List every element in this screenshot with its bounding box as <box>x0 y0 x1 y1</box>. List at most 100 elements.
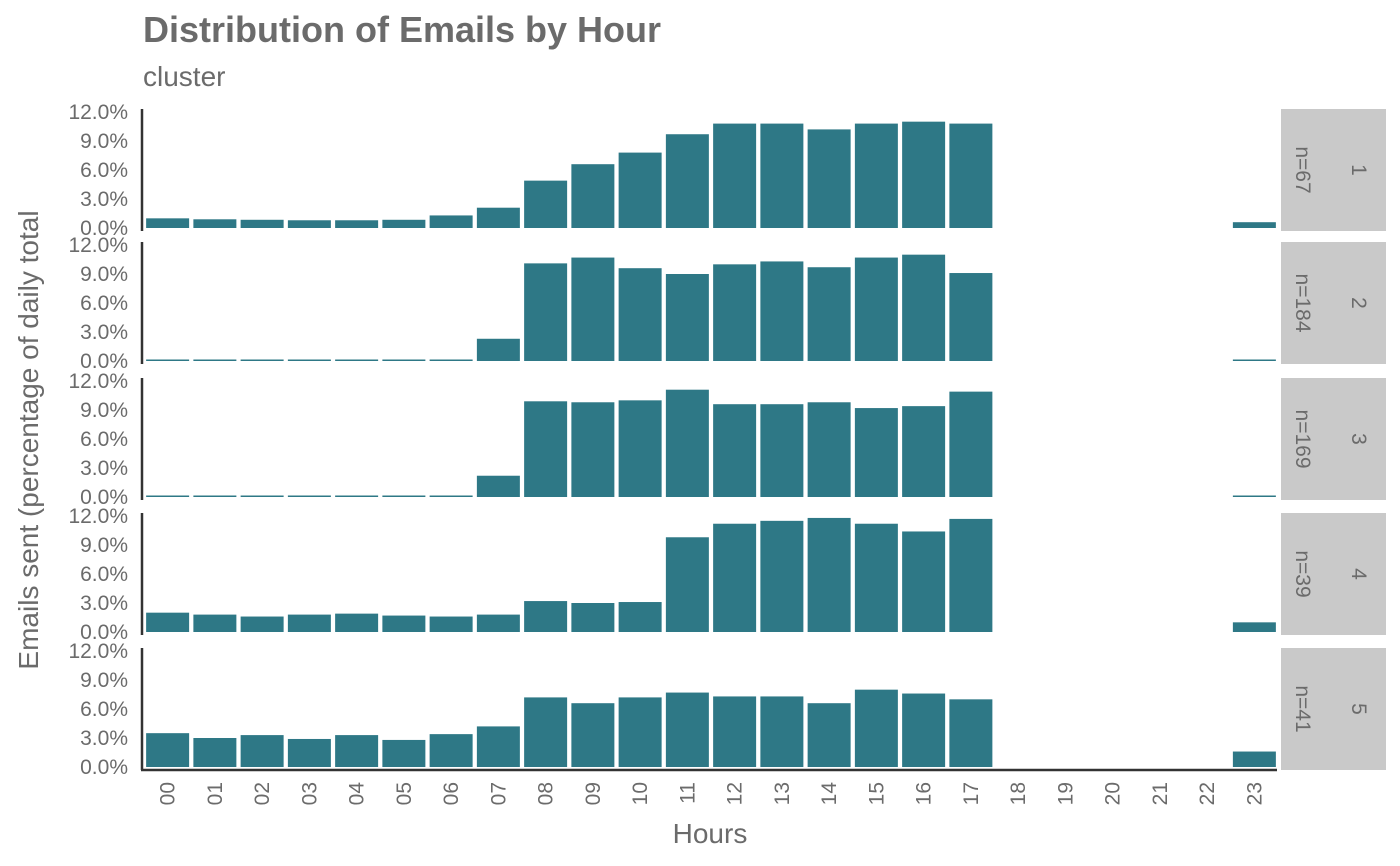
bar-cluster-4-hour-10 <box>618 602 662 632</box>
y-tick-label: 3.0% <box>80 457 128 480</box>
bar-cluster-2-hour-08 <box>524 263 568 361</box>
bar-cluster-3-hour-04 <box>335 495 379 497</box>
x-tick-label: 18 <box>1007 782 1030 805</box>
facet-strip-cluster-label: 4 <box>1347 568 1370 580</box>
bar-cluster-4-hour-15 <box>854 523 898 632</box>
x-tick-label: 06 <box>440 782 463 805</box>
bar-cluster-5-hour-17 <box>949 699 993 767</box>
bar-cluster-5-hour-05 <box>382 739 426 767</box>
x-tick-label: 21 <box>1149 782 1172 805</box>
bar-cluster-1-hour-15 <box>854 123 898 228</box>
facet-strip-cluster-label: 1 <box>1347 164 1370 176</box>
bar-cluster-3-hour-03 <box>287 495 331 497</box>
bar-cluster-3-hour-02 <box>240 495 284 497</box>
bar-cluster-1-hour-17 <box>949 123 993 228</box>
x-tick-label: 09 <box>582 782 605 805</box>
bar-cluster-1-hour-12 <box>713 123 757 228</box>
chart-subtitle: cluster <box>143 61 225 92</box>
bar-cluster-3-hour-05 <box>382 495 426 497</box>
facet-strip-count-label: n=67 <box>1291 146 1314 193</box>
y-tick-label: 3.0% <box>80 592 128 615</box>
bar-cluster-2-hour-13 <box>760 261 804 361</box>
y-tick-label: 0.0% <box>80 621 128 644</box>
bar-cluster-3-hour-10 <box>618 400 662 497</box>
bar-cluster-2-hour-15 <box>854 257 898 361</box>
y-tick-label: 3.0% <box>80 321 128 344</box>
bar-cluster-1-hour-05 <box>382 219 426 228</box>
facet-strip-count-label: n=184 <box>1291 274 1314 333</box>
bar-cluster-4-hour-07 <box>476 614 520 632</box>
x-tick-label: 14 <box>818 782 841 806</box>
bar-cluster-1-hour-02 <box>240 219 284 228</box>
x-tick-label: 00 <box>157 782 180 805</box>
y-tick-label: 6.0% <box>80 563 128 586</box>
y-tick-label: 3.0% <box>80 188 128 211</box>
bar-cluster-2-hour-02 <box>240 359 284 361</box>
x-tick-label: 16 <box>913 782 936 805</box>
bar-cluster-4-hour-17 <box>949 518 993 632</box>
bar-cluster-5-hour-10 <box>618 697 662 767</box>
y-tick-label: 6.0% <box>80 292 128 315</box>
bar-cluster-4-hour-03 <box>287 614 331 632</box>
x-tick-label: 03 <box>298 782 321 805</box>
bar-cluster-3-hour-17 <box>949 391 993 497</box>
y-tick-label: 3.0% <box>80 727 128 750</box>
y-tick-label: 6.0% <box>80 159 128 182</box>
facet-panels: 0.0% 3.0% 6.0% 9.0% 12.0% 1 n=67 0.0% 3.0% 6.0% 9.… <box>68 101 1386 779</box>
y-tick-label: 9.0% <box>80 669 128 692</box>
x-tick-label: 01 <box>204 782 227 805</box>
x-axis-title: Hours <box>673 818 748 849</box>
bar-cluster-1-hour-01 <box>193 219 237 228</box>
bar-cluster-4-hour-08 <box>524 601 568 632</box>
bar-cluster-2-hour-23 <box>1232 359 1276 361</box>
y-tick-label: 12.0% <box>68 101 128 124</box>
facet-strip-cluster-label: 2 <box>1347 297 1370 309</box>
facet-strip <box>1281 513 1386 635</box>
bar-cluster-3-hour-09 <box>571 402 615 497</box>
bar-cluster-4-hour-02 <box>240 616 284 632</box>
bar-cluster-4-hour-09 <box>571 603 615 632</box>
bar-cluster-1-hour-16 <box>902 121 946 228</box>
bar-cluster-2-hour-11 <box>665 274 709 361</box>
bar-cluster-4-hour-16 <box>902 531 946 632</box>
facet-panel-1: 0.0% 3.0% 6.0% 9.0% 12.0% 1 n=67 <box>68 101 1386 240</box>
bar-cluster-1-hour-10 <box>618 152 662 228</box>
x-tick-label: 19 <box>1054 782 1077 805</box>
bar-cluster-5-hour-04 <box>335 735 379 767</box>
facet-strip <box>1281 378 1386 500</box>
x-tick-label: 07 <box>487 782 510 805</box>
bar-cluster-1-hour-14 <box>807 129 851 228</box>
facet-strip-cluster-label: 3 <box>1347 433 1370 445</box>
bar-cluster-5-hour-00 <box>146 733 190 767</box>
facet-panel-4: 0.0% 3.0% 6.0% 9.0% 12.0% 4 n=39 <box>68 505 1386 644</box>
y-tick-label: 6.0% <box>80 428 128 451</box>
bar-cluster-1-hour-11 <box>665 134 709 228</box>
bar-cluster-5-hour-15 <box>854 689 898 767</box>
bar-cluster-5-hour-02 <box>240 735 284 767</box>
x-tick-label: 04 <box>346 782 369 806</box>
facet-panel-2: 0.0% 3.0% 6.0% 9.0% 12.0% 2 n=184 <box>68 234 1386 373</box>
x-tick-label: 11 <box>676 782 699 804</box>
chart-title: Distribution of Emails by Hour <box>143 9 661 50</box>
bar-cluster-5-hour-09 <box>571 703 615 767</box>
bar-cluster-1-hour-08 <box>524 180 568 228</box>
bar-cluster-2-hour-09 <box>571 257 615 361</box>
bar-cluster-2-hour-05 <box>382 359 426 361</box>
facet-strip <box>1281 648 1386 770</box>
bar-cluster-5-hour-06 <box>429 734 473 767</box>
bar-cluster-2-hour-03 <box>287 359 331 361</box>
facet-panel-5: 0.0% 3.0% 6.0% 9.0% 12.0% 5 n=41 <box>68 640 1386 779</box>
bar-cluster-2-hour-06 <box>429 359 473 361</box>
x-tick-label: 22 <box>1196 782 1219 805</box>
bar-cluster-5-hour-03 <box>287 738 331 767</box>
bar-cluster-3-hour-16 <box>902 406 946 497</box>
x-tick-label: 12 <box>724 782 747 805</box>
bar-cluster-4-hour-14 <box>807 517 851 632</box>
bar-cluster-3-hour-11 <box>665 389 709 497</box>
x-tick-label: 10 <box>629 782 652 805</box>
bar-cluster-1-hour-06 <box>429 215 473 228</box>
bar-cluster-3-hour-06 <box>429 495 473 497</box>
x-tick-label: 15 <box>865 782 888 805</box>
y-tick-label: 9.0% <box>80 399 128 422</box>
